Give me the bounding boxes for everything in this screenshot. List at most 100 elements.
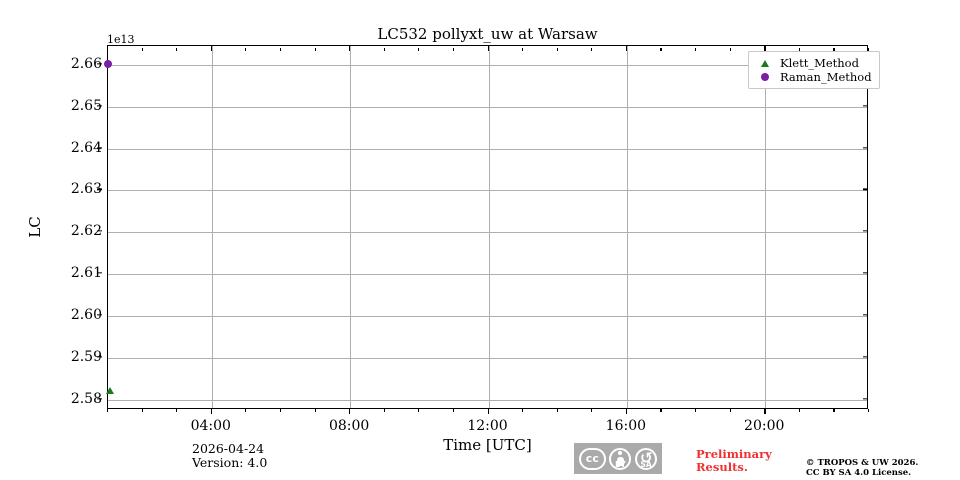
y-tick-label: 2.62 [70, 223, 102, 240]
x-tick-mark-top-minor [279, 48, 282, 51]
x-tick-mark-top-minor [141, 48, 143, 51]
x-tick-mark [625, 409, 628, 414]
x-tick-label: 16:00 [605, 418, 647, 434]
circle-marker-icon [754, 73, 776, 81]
y-tick-label: 2.59 [70, 348, 102, 365]
footer-date: 2026-04-24 [192, 441, 265, 456]
x-tick-mark-top-minor [383, 48, 385, 51]
x-tick-mark-minor [176, 409, 178, 412]
grid-line-horizontal [108, 190, 867, 192]
x-axis-top-ticks [107, 45, 870, 51]
footer-version: Version: 4.0 [192, 455, 268, 470]
x-tick-label: 12:00 [467, 418, 508, 434]
y-tick-mark [97, 397, 102, 400]
x-axis-tick-labels: 04:00 08:00 12:00 16:00 20:00 [107, 409, 870, 439]
cc-sa-label: SA [640, 460, 652, 469]
x-tick-mark-top-minor [176, 48, 178, 51]
x-tick-mark-top [210, 46, 213, 51]
y-tick-label: 2.64 [70, 139, 102, 156]
grid-line-horizontal [108, 64, 867, 66]
y-tick-mark [97, 356, 102, 358]
x-tick-mark-minor [591, 409, 593, 412]
x-tick-mark [487, 409, 489, 414]
grid-line-vertical [626, 46, 628, 408]
y-tick-mark-right [863, 272, 868, 274]
y-tick-label: 2.61 [70, 265, 102, 282]
x-tick-mark-minor [522, 409, 524, 412]
x-tick-mark-minor [279, 409, 282, 412]
x-tick-mark-minor [868, 409, 870, 412]
y-tick-mark-right [863, 188, 868, 190]
copyright-line-2: CC BY SA 4.0 License. [806, 468, 912, 478]
x-tick-mark-top-minor [868, 48, 870, 51]
x-tick-mark-top-minor [522, 48, 524, 51]
grid-line-vertical [211, 46, 213, 408]
cc-icon: cc [578, 447, 606, 470]
x-tick-mark-minor [245, 409, 247, 412]
y-tick-label: 2.60 [70, 306, 102, 323]
x-axis-label: Time [UTC] [443, 436, 532, 454]
y-tick-mark-right [863, 356, 868, 358]
chart-legend: Klett_Method Raman_Method [748, 51, 880, 89]
x-tick-mark-top-minor [695, 48, 697, 51]
data-point-raman-method [104, 59, 112, 68]
legend-label-raman: Raman_Method [780, 70, 872, 84]
grid-line-horizontal [108, 399, 867, 401]
x-tick-mark-top-minor [729, 48, 731, 51]
x-tick-mark-minor [141, 409, 143, 412]
y-tick-mark-right [863, 105, 868, 107]
x-tick-mark-minor [660, 409, 662, 412]
y-tick-mark [97, 105, 102, 107]
x-tick-mark-minor [383, 409, 385, 412]
y-tick-mark-right [863, 397, 868, 400]
cc-sa-icon: ↻ SA [635, 447, 658, 470]
y-tick-label: 2.63 [70, 181, 102, 198]
legend-label-klett: Klett_Method [780, 56, 859, 70]
data-point-klett-method [105, 386, 114, 394]
cc-by-label: BY [615, 460, 626, 469]
x-tick-mark-minor [695, 409, 697, 412]
x-tick-mark-minor [729, 409, 731, 412]
legend-item-raman[interactable]: Raman_Method [754, 70, 872, 84]
y-tick-mark-right [863, 314, 868, 316]
preliminary-results-note: Preliminary Results. [696, 448, 791, 473]
x-tick-mark-minor [452, 409, 454, 412]
x-tick-mark-minor [418, 409, 420, 412]
cc-by-icon: BY [609, 447, 632, 470]
chart-title: LC532 pollyxt_uw at Warsaw [377, 25, 598, 43]
plot-area [104, 45, 868, 409]
x-tick-mark-top-minor [591, 48, 593, 51]
x-tick-mark-top-minor [245, 48, 247, 51]
x-tick-mark-top-minor [798, 48, 800, 51]
x-tick-mark-top-minor [314, 48, 316, 51]
y-axis-label: LC [26, 216, 44, 238]
x-tick-mark-top-minor [556, 48, 558, 51]
grid-line-horizontal [108, 357, 867, 359]
triangle-marker-icon [754, 59, 776, 67]
y-tick-mark [97, 188, 102, 190]
grid-line-vertical [350, 46, 352, 408]
x-tick-mark-top [487, 46, 489, 51]
y-tick-label: 2.65 [70, 97, 102, 114]
x-tick-mark [349, 409, 351, 414]
grid-line-horizontal [108, 232, 867, 234]
copyright-line-1: © TROPOS & UW 2026. [806, 458, 919, 468]
copyright-notice: © TROPOS & UW 2026. CC BY SA 4.0 License… [806, 458, 918, 478]
x-tick-mark-minor [798, 409, 800, 412]
y-tick-mark-right [863, 146, 868, 149]
x-tick-mark-top-minor [660, 48, 662, 51]
y-tick-mark-right [863, 230, 868, 232]
grid-line-horizontal [108, 148, 867, 150]
x-tick-label: 08:00 [328, 418, 370, 434]
y-tick-mark [97, 314, 102, 316]
y-tick-mark [97, 146, 102, 149]
y-tick-mark [97, 230, 102, 232]
x-tick-mark-top-minor [452, 48, 454, 51]
y-tick-label: 2.58 [70, 390, 102, 407]
x-tick-label: 20:00 [744, 418, 785, 434]
x-tick-mark-minor [314, 409, 316, 412]
legend-item-klett[interactable]: Klett_Method [754, 56, 872, 70]
y-tick-mark [97, 272, 102, 274]
grid-line-horizontal [108, 274, 867, 276]
grid-line-horizontal [108, 106, 867, 108]
